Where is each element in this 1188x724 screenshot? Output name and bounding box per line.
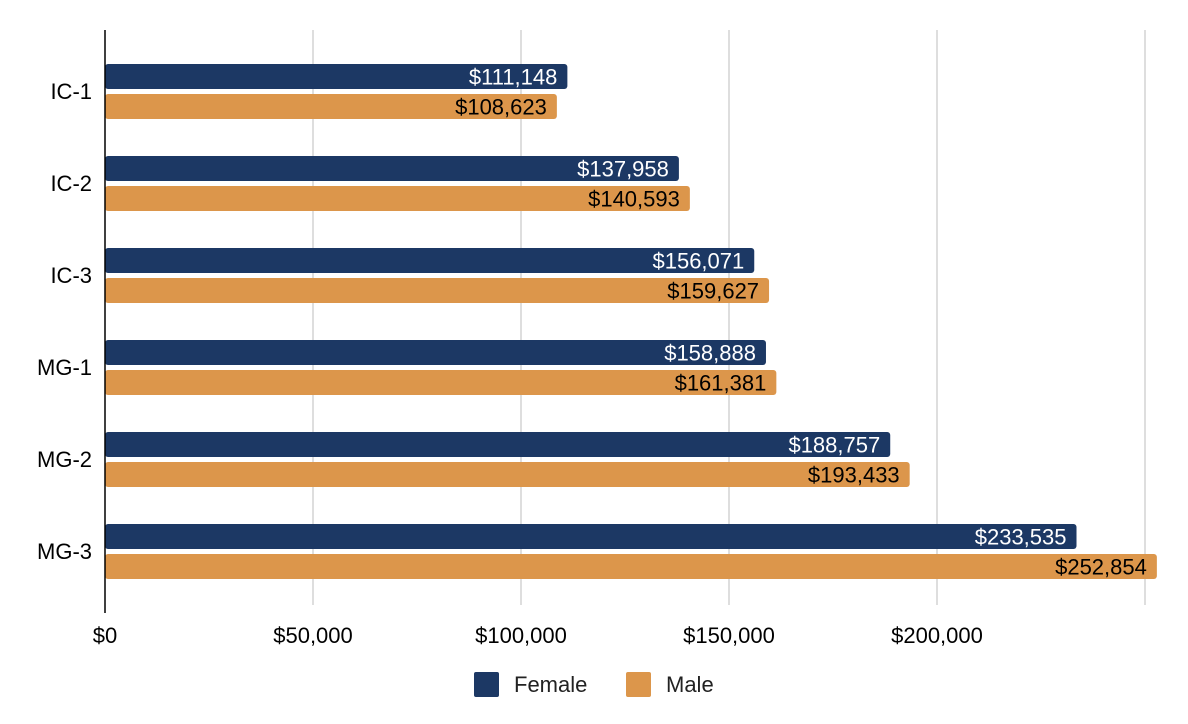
bar-female-ic-1[interactable] <box>105 64 568 89</box>
x-tick-label: $150,000 <box>683 623 775 648</box>
category-label: IC-3 <box>50 263 92 288</box>
legend-swatch-male[interactable] <box>626 672 651 697</box>
bar-female-mg-1[interactable] <box>105 340 766 365</box>
bar-male-ic-1[interactable] <box>105 94 557 119</box>
bar-female-ic-2[interactable] <box>105 156 679 181</box>
data-label-female-ic-1: $111,148 <box>469 65 558 90</box>
x-tick-label: $0 <box>93 623 117 648</box>
legend-label-male[interactable]: Male <box>666 672 714 697</box>
category-label: IC-2 <box>50 171 92 196</box>
data-label-female-mg-2: $188,757 <box>788 433 880 458</box>
data-label-male-mg-1: $161,381 <box>675 371 767 396</box>
data-label-female-ic-2: $137,958 <box>577 157 669 182</box>
axes: $0 $50,000 $100,000 $150,000 $200,000 IC-1 IC-… <box>37 30 983 648</box>
data-label-male-mg-2: $193,433 <box>808 463 900 488</box>
data-label-female-mg-1: $158,888 <box>664 341 756 366</box>
data-label-male-ic-3: $159,627 <box>667 279 759 304</box>
data-label-male-mg-3: $252,854 <box>1055 555 1147 580</box>
data-label-male-ic-1: $108,623 <box>455 95 547 120</box>
category-label: MG-2 <box>37 447 92 472</box>
labels: $111,148 $108,623 $137,958 $140,593 $156,071… <box>455 65 1147 580</box>
x-tick-label: $200,000 <box>891 623 983 648</box>
x-tick-label: $100,000 <box>475 623 567 648</box>
bars <box>105 64 1157 579</box>
bar-male-ic-3[interactable] <box>105 278 770 303</box>
x-tick-label: $50,000 <box>273 623 353 648</box>
legend-label-female[interactable]: Female <box>514 672 587 697</box>
bar-female-mg-2[interactable] <box>105 432 891 457</box>
bar-male-mg-2[interactable] <box>105 462 910 487</box>
data-label-male-ic-2: $140,593 <box>588 187 680 212</box>
gridlines <box>312 30 1146 605</box>
bar-female-ic-3[interactable] <box>105 248 755 273</box>
category-label: MG-1 <box>37 355 92 380</box>
bar-male-mg-1[interactable] <box>105 370 777 395</box>
data-label-female-mg-3: $233,535 <box>975 525 1067 550</box>
category-label: MG-3 <box>37 539 92 564</box>
legend: Female Male <box>474 672 714 697</box>
legend-swatch-female[interactable] <box>474 672 499 697</box>
category-label: IC-1 <box>50 79 92 104</box>
bar-female-mg-3[interactable] <box>105 524 1077 549</box>
bar-male-ic-2[interactable] <box>105 186 690 211</box>
data-label-female-ic-3: $156,071 <box>652 249 744 274</box>
bar-male-mg-3[interactable] <box>105 554 1157 579</box>
